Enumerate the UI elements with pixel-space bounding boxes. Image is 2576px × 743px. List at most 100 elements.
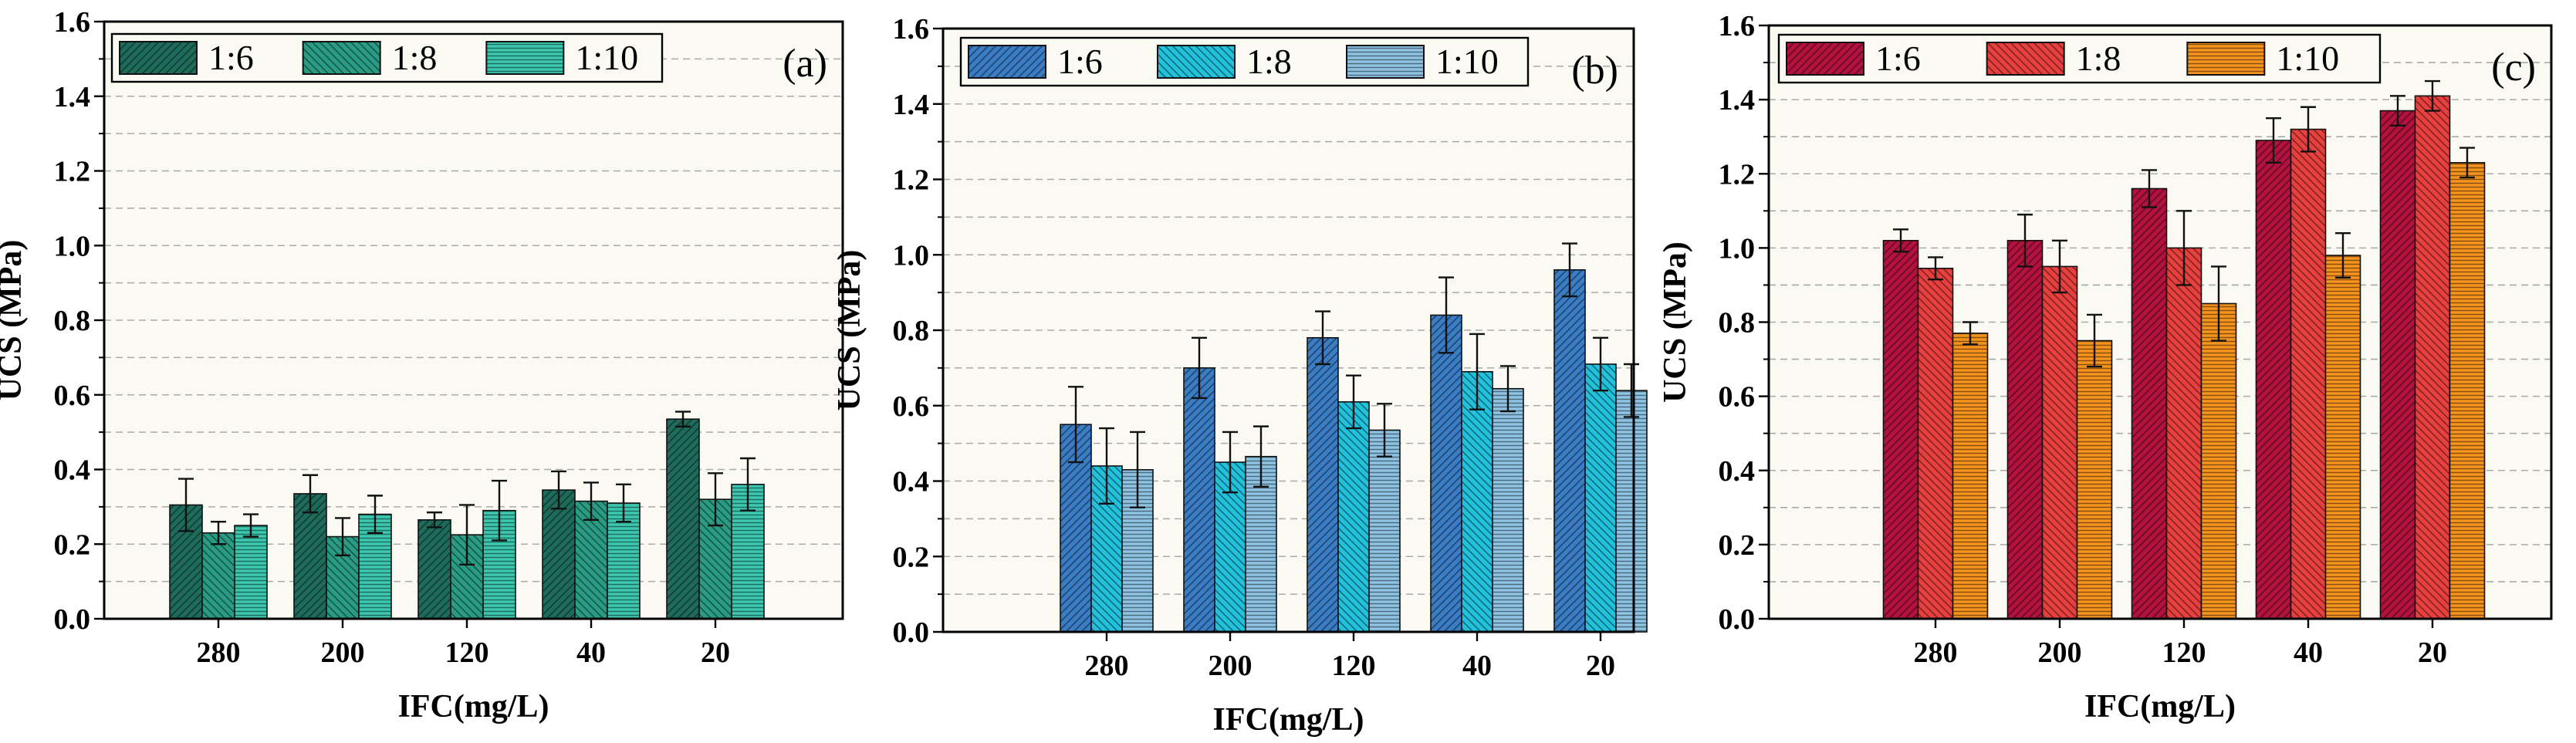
- y-tick-label: 1.0: [893, 239, 930, 272]
- x-tick-label: 40: [576, 637, 606, 669]
- bar-1-6-120: [418, 519, 451, 620]
- bar-1-6-40: [1430, 314, 1462, 633]
- y-axis-title: UCS (MPa): [1658, 241, 1693, 403]
- error-bar: [367, 495, 383, 534]
- plot-frame: [941, 27, 1635, 633]
- legend-box: [959, 36, 1530, 87]
- legend-label: 1:6: [208, 38, 254, 77]
- y-tick-label: 0.2: [54, 529, 91, 561]
- x-tick-label: 40: [2294, 637, 2323, 669]
- error-bar: [2087, 313, 2102, 368]
- legend-label: 1:8: [2076, 39, 2121, 78]
- error-bar: [335, 517, 350, 556]
- error-bar: [740, 457, 756, 512]
- plot-frame: [1767, 24, 2553, 620]
- error-bar: [1469, 333, 1485, 410]
- legend-label: 1:8: [392, 38, 438, 77]
- plot-background: [943, 29, 1634, 632]
- bar-1-8-280: [1917, 268, 1954, 620]
- error-bar: [2390, 95, 2405, 127]
- error-bar: [708, 472, 723, 527]
- error-bar: [1192, 336, 1207, 400]
- error-bar: [2425, 79, 2440, 112]
- y-tick-label: 1.6: [893, 13, 930, 46]
- error-bar: [178, 478, 194, 532]
- legend-label: 1:6: [1057, 42, 1103, 81]
- legend-box: [110, 32, 664, 83]
- error-bar: [583, 481, 599, 522]
- error-bar: [1562, 242, 1577, 298]
- panel-label: (c): [2491, 46, 2536, 89]
- y-tick-label: 0.0: [1719, 603, 1756, 636]
- x-tick-label: 120: [2162, 637, 2206, 669]
- error-bar: [1068, 386, 1083, 464]
- bar-1-6-20: [666, 418, 700, 620]
- error-bar: [2459, 147, 2475, 179]
- error-bar: [551, 470, 566, 510]
- bar-1-10-200: [2076, 339, 2113, 620]
- error-bar: [1346, 374, 1361, 430]
- x-tick-label: 280: [197, 637, 241, 669]
- y-tick-label: 0.4: [54, 454, 91, 487]
- y-tick-label: 1.2: [54, 156, 91, 188]
- chart-panel-c: 280 200 120 40 20 0.0 0.2 0.4 0.6 0.8 1.0 1.2 1.4 1.6…: [1658, 10, 2553, 724]
- y-tick-label: 0.0: [54, 603, 91, 636]
- error-bar: [675, 410, 691, 428]
- error-bar: [2142, 169, 2157, 208]
- legend-swatch-1-6: [968, 45, 1046, 79]
- error-bar: [2052, 239, 2067, 294]
- bar-1-8-40: [2290, 128, 2327, 620]
- error-bar: [459, 504, 475, 566]
- legend-swatch-1-10: [1346, 45, 1425, 79]
- y-tick-label: 1.2: [893, 164, 930, 197]
- legend-label: 1:10: [1435, 42, 1499, 81]
- x-axis-title: IFC(mg/L): [398, 689, 549, 724]
- bar-1-6-200: [2006, 239, 2044, 620]
- error-bar: [243, 513, 259, 538]
- x-tick-label: 200: [2038, 637, 2082, 669]
- bar-1-8-280: [201, 532, 235, 620]
- panel-label: (b): [1571, 49, 1618, 93]
- bar-1-8-200: [2041, 265, 2078, 620]
- y-tick-label: 0.4: [893, 466, 930, 498]
- x-tick-label: 20: [701, 637, 730, 669]
- legend-label: 1:10: [575, 38, 638, 77]
- y-axis-title: UCS (MPa): [0, 240, 29, 401]
- bar-1-10-40: [1492, 387, 1524, 633]
- error-bar: [1438, 276, 1454, 354]
- error-bar: [492, 479, 507, 542]
- x-tick-label: 20: [2418, 637, 2447, 669]
- bar-1-10-280: [1952, 333, 1989, 620]
- y-tick-label: 0.6: [893, 390, 930, 423]
- y-tick-label: 1.0: [1719, 232, 1756, 265]
- error-bar: [1222, 431, 1238, 494]
- x-tick-label: 120: [445, 637, 489, 669]
- error-bar: [1928, 256, 1943, 281]
- y-tick-label: 0.6: [1719, 381, 1756, 414]
- y-tick-label: 1.4: [1719, 84, 1756, 117]
- x-axis-title: IFC(mg/L): [1213, 702, 1364, 738]
- error-bar: [2300, 106, 2316, 153]
- bar-1-8-40: [1461, 370, 1493, 633]
- y-tick-label: 1.6: [54, 6, 91, 39]
- bar-1-6-120: [1307, 336, 1339, 633]
- error-bar: [1099, 427, 1114, 505]
- chart-panel-a: 280 200 120 40 20 0.0 0.2 0.4 0.6 0.8 1.0 1.2 1.4 1.6…: [0, 6, 844, 724]
- x-tick-label: 280: [1914, 637, 1958, 669]
- legend-swatch-1-8: [1986, 42, 2065, 76]
- bar-1-10-120: [1368, 429, 1401, 633]
- error-bar: [1500, 365, 1516, 413]
- bar-1-8-120: [2165, 247, 2202, 620]
- error-bar: [211, 521, 226, 545]
- y-tick-label: 0.2: [1719, 529, 1756, 562]
- error-bar: [1893, 228, 1908, 253]
- error-bar: [1130, 431, 1145, 508]
- error-bar: [2335, 231, 2351, 279]
- error-bar: [1377, 403, 1392, 458]
- legend-swatch-1-10: [2186, 42, 2266, 76]
- error-bar: [303, 474, 318, 514]
- legend-swatch-1-8: [302, 41, 381, 75]
- panel-label: (a): [783, 42, 827, 86]
